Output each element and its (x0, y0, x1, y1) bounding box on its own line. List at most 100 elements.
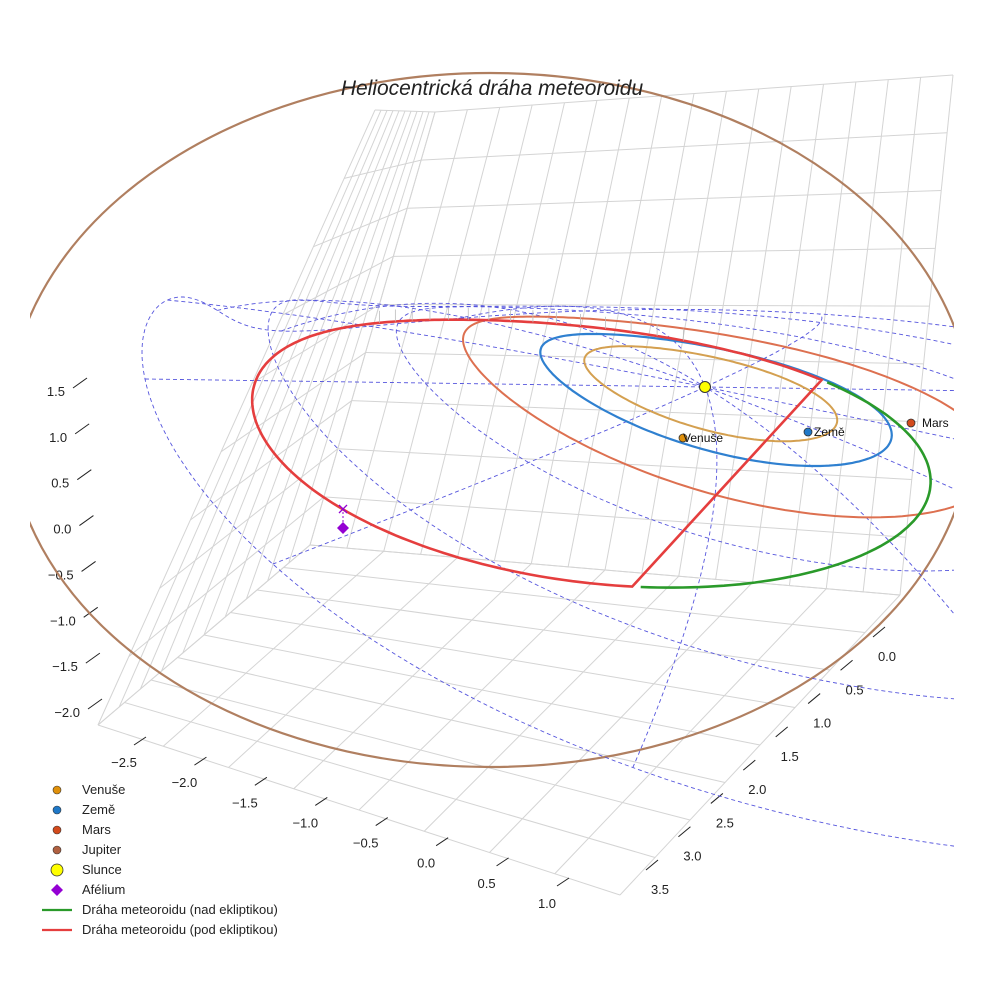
x-axis-tick-label: 0.5 (478, 876, 496, 891)
legend: Venuše Země Mars Jupiter Slunce Afélium Dráha … (42, 782, 278, 937)
z-axis-tick (87, 698, 103, 710)
back-wall-gridline (788, 81, 857, 586)
side-wall-gridline (282, 255, 394, 316)
planet-venuše (678, 433, 688, 443)
y-axis-tick (872, 626, 886, 638)
x-axis-tick (133, 736, 147, 746)
back-wall-gridline (530, 98, 630, 564)
back-wall-gridline (678, 88, 760, 577)
orbit-mars (461, 315, 954, 519)
z-axis-tick (72, 377, 88, 389)
z-axis-tick (83, 606, 99, 618)
back-wall-gridline (393, 247, 936, 257)
side-wall-gridline (374, 109, 436, 113)
legend-swatch (52, 825, 62, 835)
z-axis-tick-label: −1.5 (52, 659, 78, 674)
ecliptic-spoke (280, 302, 954, 615)
y-axis-tick (807, 693, 821, 704)
meteoroid-orbit-above (640, 381, 932, 589)
axis-gridlines (97, 74, 954, 896)
floor-gridline (309, 544, 901, 596)
y-axis-tick-label: 0.0 (878, 649, 896, 664)
z-axis-tick-label: 0.5 (51, 476, 69, 491)
x-axis-tick (496, 857, 509, 867)
side-wall-gridline (267, 111, 424, 582)
meteoroid-orbit-below (250, 318, 824, 588)
legend-label: Země (82, 802, 115, 817)
planet-země (803, 427, 813, 437)
legend-swatch (52, 805, 62, 815)
axis-ticks: 1.5 1.0 0.5 0.0 −0.5 −1.0 −1.5 −2.0 −2.5 −2.0 −1.5… (47, 377, 896, 911)
planet-label: Venuše (683, 431, 723, 445)
back-wall-gridline (715, 86, 792, 580)
y-axis-tick (775, 726, 789, 738)
back-wall-gridline (421, 132, 948, 161)
floor-gridline (283, 567, 866, 633)
y-axis-tick (742, 759, 756, 771)
x-axis-tick-label: −1.0 (292, 815, 318, 830)
y-axis-tick-label: 1.0 (813, 716, 831, 731)
legend-label: Venuše (82, 782, 125, 797)
side-wall-gridline (245, 111, 418, 600)
y-axis-tick-label: 3.0 (683, 849, 701, 864)
side-wall-gridline (309, 111, 436, 546)
y-axis-tick-label: 0.5 (846, 682, 864, 697)
planet-label: Země (814, 425, 845, 439)
z-axis-tick-label: 0.0 (53, 522, 71, 537)
z-axis-tick-label: −1.0 (50, 613, 76, 628)
legend-label: Slunce (82, 862, 122, 877)
side-wall-gridline (344, 159, 422, 179)
ecliptic-ring (539, 333, 893, 467)
y-axis-tick (710, 793, 724, 804)
z-axis-tick-label: 1.0 (49, 430, 67, 445)
z-axis-tick (76, 469, 92, 481)
legend-label: Mars (82, 822, 111, 837)
x-axis-tick (254, 776, 268, 786)
side-wall-gridline (220, 352, 366, 453)
orbit-země (539, 332, 893, 468)
legend-label: Dráha meteoroidu (nad ekliptikou) (82, 902, 278, 917)
floor-gridline (177, 657, 726, 783)
side-wall-gridline (128, 496, 325, 658)
floor-gridline (203, 634, 761, 746)
y-axis-tick (840, 659, 853, 671)
side-wall-gridline (251, 304, 380, 384)
legend-label: Afélium (82, 882, 125, 897)
x-axis-tick-label: 0.0 (417, 856, 435, 871)
sun-marker (699, 381, 711, 393)
side-wall-gridline (159, 448, 339, 589)
y-axis-tick-label: 2.5 (716, 815, 734, 830)
back-wall-gridline (346, 109, 468, 549)
legend-swatch (52, 785, 62, 795)
legend-swatch (52, 845, 62, 855)
back-wall-gridline (323, 496, 906, 538)
z-axis-tick (81, 561, 96, 572)
orbit-jupiter (30, 72, 954, 768)
ecliptic-spoke (144, 378, 954, 392)
y-axis-tick-label: 3.5 (651, 882, 669, 897)
chart-title: Heliocentrická dráha meteoroidu (341, 77, 644, 100)
back-wall-gridline (365, 352, 924, 365)
ecliptic-spoke (272, 313, 823, 565)
z-axis-tick-label: −0.5 (48, 567, 74, 582)
back-wall-gridline (862, 77, 922, 592)
floor-gridline (150, 679, 691, 821)
plot-scene: Venuše Země Mars (30, 72, 954, 847)
x-axis-tick (194, 756, 207, 766)
planet-mars (906, 418, 916, 428)
y-axis-tick-label: 1.5 (781, 749, 799, 764)
legend-label: Dráha meteoroidu (pod ekliptikou) (82, 922, 278, 937)
back-wall-gridline (567, 95, 663, 567)
side-wall-gridline (313, 207, 408, 248)
aphelion-projection-cross (338, 504, 348, 514)
back-wall-gridline (825, 79, 889, 589)
legend-swatch (51, 884, 63, 896)
legend-swatch (50, 863, 64, 877)
ecliptic-spoke (167, 299, 954, 440)
z-axis-tick-label: −2.0 (54, 705, 80, 720)
back-wall-gridline (434, 74, 954, 113)
side-wall-gridline (118, 109, 382, 708)
legend-label: Jupiter (82, 842, 122, 857)
y-axis-tick (645, 859, 659, 871)
back-wall-gridline (407, 190, 942, 209)
